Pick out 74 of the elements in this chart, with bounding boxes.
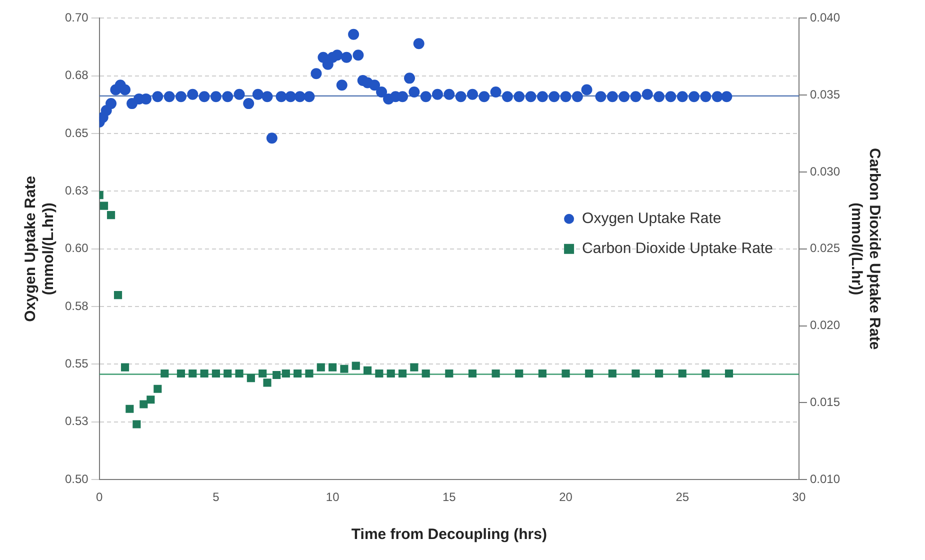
point [678, 369, 686, 378]
point [410, 363, 418, 372]
point [146, 396, 155, 404]
point [562, 369, 570, 378]
point [282, 369, 290, 378]
y2-tick-label: 0.040 [810, 10, 840, 25]
y-tick-label: 0.55 [64, 356, 89, 371]
point [375, 369, 384, 378]
point [422, 369, 430, 378]
y-tick-label: 0.50 [64, 472, 89, 486]
point [200, 369, 208, 378]
point [120, 363, 130, 372]
legend-label: Oxygen Uptake Rate [582, 210, 722, 228]
point [126, 404, 134, 413]
x-tick-label: 30 [792, 490, 806, 504]
x-tick-label: 10 [326, 490, 340, 504]
x-tick-label: 20 [559, 490, 573, 504]
point [538, 369, 546, 378]
y-tick-label: 0.65 [64, 126, 89, 140]
y-tick-label: 0.58 [64, 298, 89, 313]
point [154, 384, 162, 393]
point [352, 362, 360, 370]
point [132, 420, 141, 428]
point [188, 369, 197, 378]
y2-tick-label: 0.015 [810, 395, 840, 410]
point [492, 369, 500, 378]
y-axis-title: Oxygen Uptake Rate (mmol/(L.hr)) [22, 176, 58, 322]
point [224, 369, 232, 378]
point [160, 369, 169, 378]
y-tick-label: 0.63 [64, 184, 89, 198]
point [100, 202, 108, 210]
point [655, 369, 664, 378]
y-tick-label: 0.70 [64, 10, 89, 25]
point [585, 369, 594, 378]
x-tick-label: 5 [212, 490, 220, 504]
point [114, 291, 122, 300]
point [106, 211, 116, 220]
point [263, 378, 272, 387]
point [272, 370, 281, 380]
point [340, 364, 348, 373]
point [316, 363, 325, 372]
point [305, 369, 314, 378]
point [294, 369, 302, 378]
point [445, 369, 454, 378]
y2-tick-label: 0.025 [810, 241, 840, 256]
point [235, 369, 244, 378]
y2-axis-title: Carbon Dioxide Uptake Rate (mmol/(L.hr)) [848, 148, 883, 350]
point [608, 369, 616, 378]
x-tick-label: 25 [676, 490, 690, 504]
point [176, 369, 186, 378]
point [515, 369, 524, 378]
point [398, 369, 407, 378]
y-tick-label: 0.60 [64, 241, 89, 256]
point [468, 369, 477, 378]
x-axis-title: Time from Decoupling (hrs) [351, 526, 547, 544]
x-tick-label: 15 [442, 490, 456, 504]
point [364, 366, 372, 374]
point [702, 369, 710, 378]
point [386, 369, 395, 378]
y-tick-label: 0.68 [64, 68, 89, 82]
x-tick-label: 0 [96, 490, 104, 504]
y2-tick-label: 0.020 [810, 318, 840, 332]
point [140, 400, 148, 408]
point [632, 369, 640, 378]
point [258, 369, 267, 378]
point [246, 374, 255, 382]
y2-tick-label: 0.035 [810, 87, 840, 102]
point [328, 363, 337, 372]
legend-label: Carbon Dioxide Uptake Rate [582, 240, 773, 258]
y2-tick-label: 0.010 [810, 472, 840, 486]
point [724, 369, 734, 378]
y-tick-label: 0.53 [64, 414, 89, 428]
point [212, 369, 220, 378]
y2-tick-label: 0.030 [810, 164, 840, 178]
